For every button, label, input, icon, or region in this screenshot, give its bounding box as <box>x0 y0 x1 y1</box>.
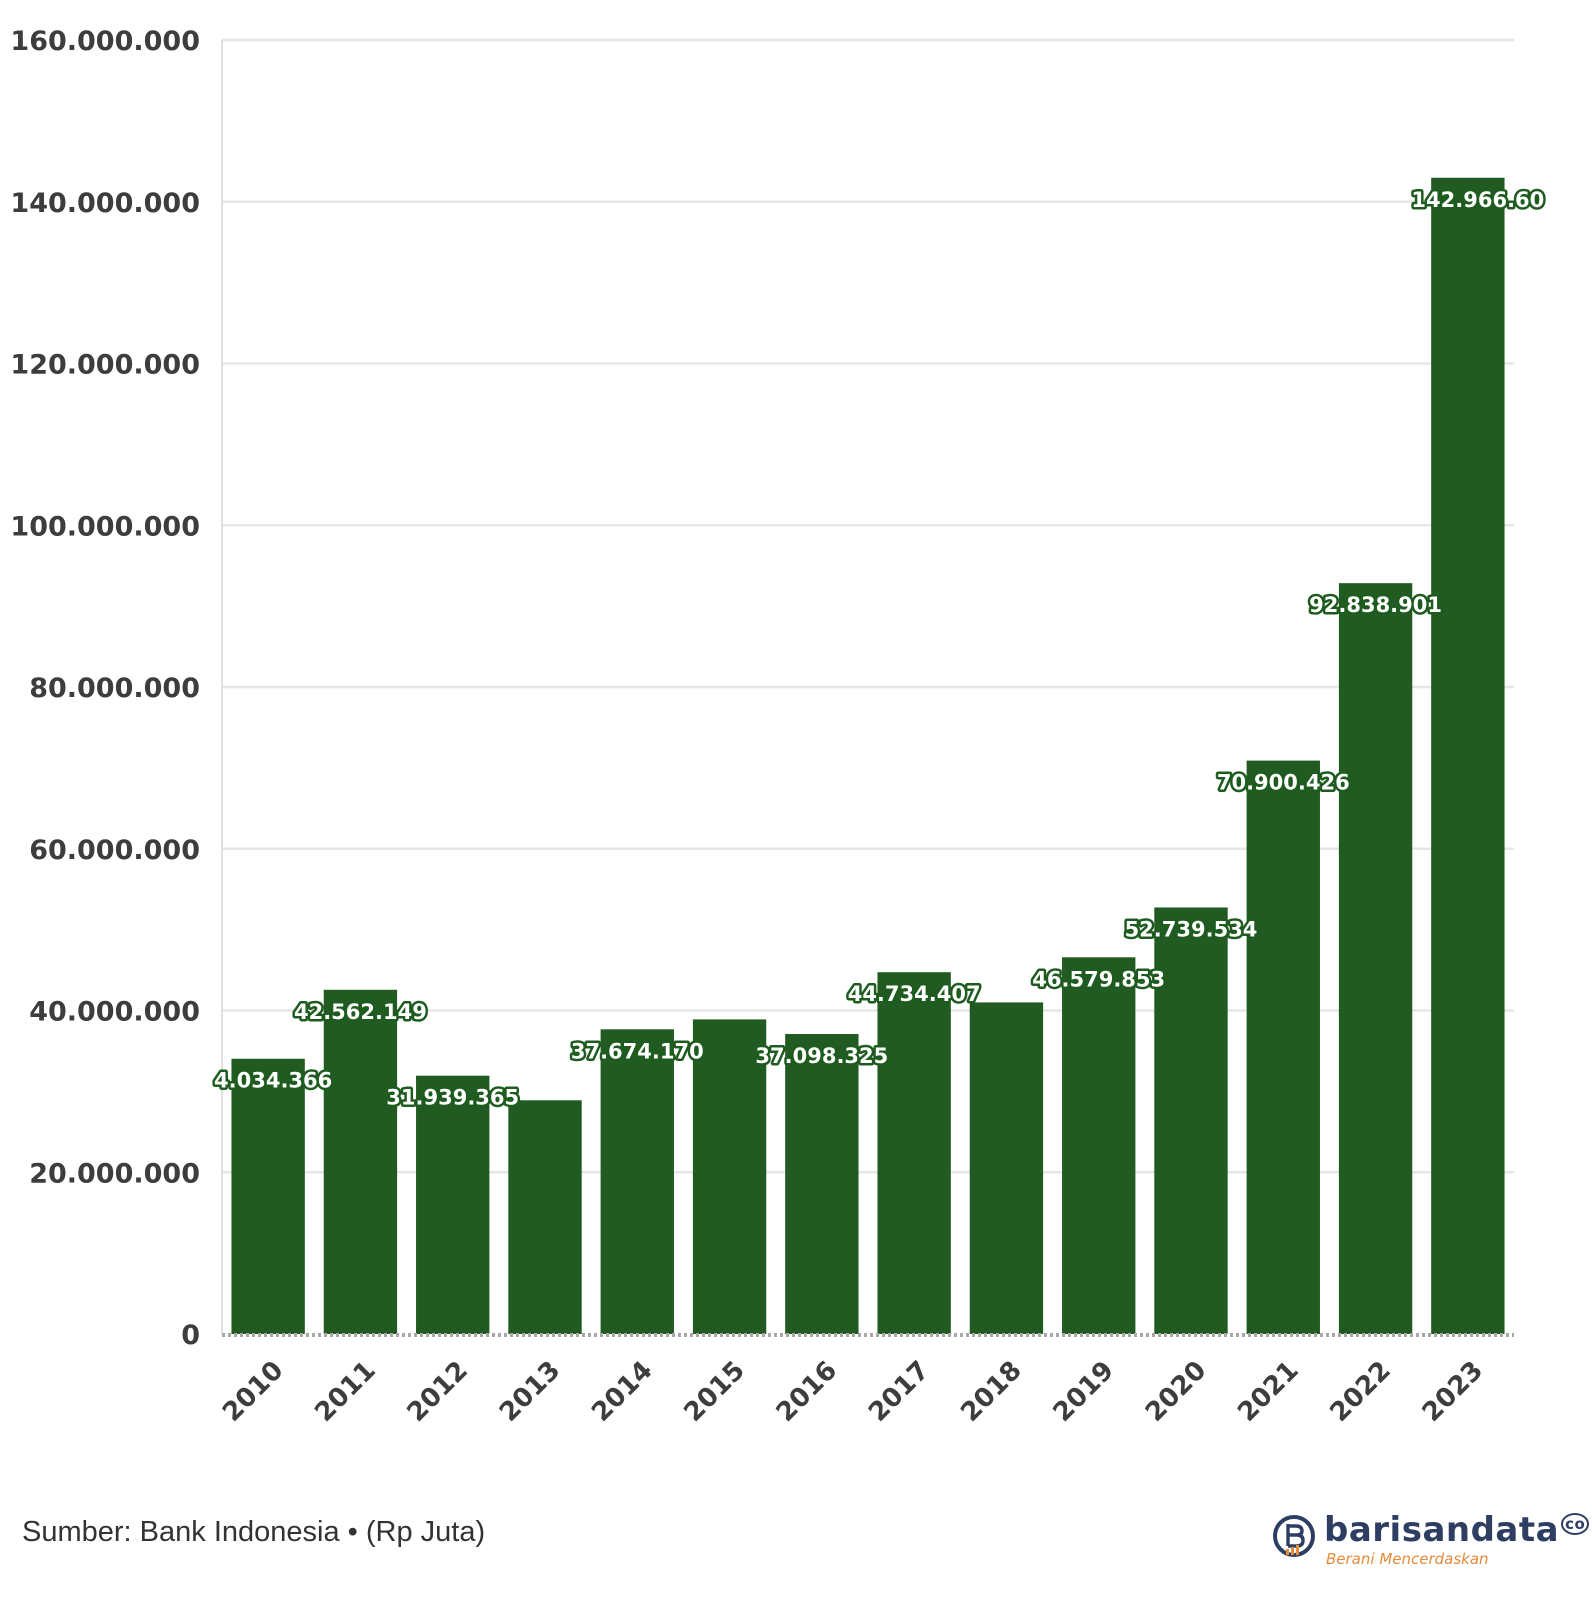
bar-2019 <box>1062 957 1136 1334</box>
bar-2017 <box>877 972 951 1334</box>
x-tick-label: 2014 <box>586 1355 658 1427</box>
logo-tagline: Berani Mencerdaskan <box>1326 1550 1489 1568</box>
y-tick-label: 0 <box>181 1320 200 1351</box>
bar-2012 <box>416 1075 490 1334</box>
bar-2016 <box>785 1033 859 1334</box>
y-axis-ticks: 0 20.000.000 40.000.000 60.000.000 80.000.00… <box>10 26 200 1351</box>
bar-2013 <box>508 1100 582 1334</box>
logo-wordmark: barisandata co <box>1324 1510 1590 1550</box>
x-tick-label: 2012 <box>402 1355 474 1427</box>
bar-chart: 0 20.000.000 40.000.000 60.000.000 80.000.00… <box>10 26 1547 1428</box>
x-tick-label: 2010 <box>217 1355 289 1427</box>
data-label: 37.674.170 <box>571 1039 704 1063</box>
y-tick-label: 160.000.000 <box>10 26 200 57</box>
data-label: 4.034.366 <box>214 1069 332 1093</box>
bars <box>231 177 1505 1335</box>
bar-2022 <box>1338 583 1413 1334</box>
data-label: 37.098.325 <box>755 1044 888 1068</box>
bar-2023 <box>1431 177 1505 1335</box>
data-labels: 4.034.366 42.562.149 31.939.365 37.674.170 3… <box>212 185 1547 1112</box>
x-tick-label: 2020 <box>1140 1355 1212 1427</box>
y-tick-label: 80.000.000 <box>29 673 200 704</box>
bar-2011 <box>323 989 398 1334</box>
x-tick-label: 2022 <box>1325 1355 1397 1427</box>
bar-2010 <box>231 1058 305 1334</box>
x-tick-label: 2017 <box>863 1355 935 1427</box>
data-label: 44.734.407 <box>848 982 981 1006</box>
y-tick-label: 140.000.000 <box>10 188 200 219</box>
data-label: 52.739.534 <box>1125 917 1258 941</box>
x-tick-label: 2023 <box>1417 1355 1489 1427</box>
x-tick-label: 2019 <box>1048 1355 1120 1427</box>
axes <box>221 40 1514 1337</box>
bar-2014 <box>600 1029 674 1334</box>
x-tick-label: 2011 <box>309 1355 381 1427</box>
logo-suffix: co <box>1561 1512 1590 1535</box>
y-tick-label: 20.000.000 <box>29 1158 200 1189</box>
brand-logo: barisandata co Berani Mencerdaskan <box>1272 1510 1590 1572</box>
x-axis-ticks: 2010 2011 2012 2013 2014 2015 2016 2017 2018 2019… <box>217 1355 1489 1427</box>
x-tick-label: 2016 <box>771 1355 843 1427</box>
x-tick-label: 2015 <box>679 1355 751 1427</box>
data-label: 92.838.901 <box>1309 593 1442 617</box>
barisandata-logo-icon <box>1273 1515 1315 1557</box>
y-tick-label: 120.000.000 <box>10 350 200 381</box>
data-label: 142.966.60 <box>1411 188 1544 212</box>
data-label: 70.900.426 <box>1217 771 1350 795</box>
bar-2021 <box>1246 760 1320 1334</box>
y-tick-label: 60.000.000 <box>29 835 200 866</box>
data-label: 42.562.149 <box>294 1000 427 1024</box>
y-tick-label: 40.000.000 <box>29 997 200 1028</box>
data-label: 46.579.853 <box>1032 967 1165 991</box>
x-tick-label: 2013 <box>494 1355 566 1427</box>
x-tick-label: 2018 <box>955 1355 1027 1427</box>
logo-name: barisandata <box>1324 1510 1560 1550</box>
bar-2018 <box>969 1002 1044 1334</box>
bar-2020 <box>1154 907 1228 1334</box>
x-tick-label: 2021 <box>1232 1355 1304 1427</box>
source-note: Sumber: Bank Indonesia • (Rp Juta) <box>22 1516 486 1548</box>
y-tick-label: 100.000.000 <box>10 511 200 542</box>
data-label: 31.939.365 <box>386 1086 519 1110</box>
bar-2015 <box>692 1019 767 1334</box>
gridlines <box>222 38 1514 1174</box>
